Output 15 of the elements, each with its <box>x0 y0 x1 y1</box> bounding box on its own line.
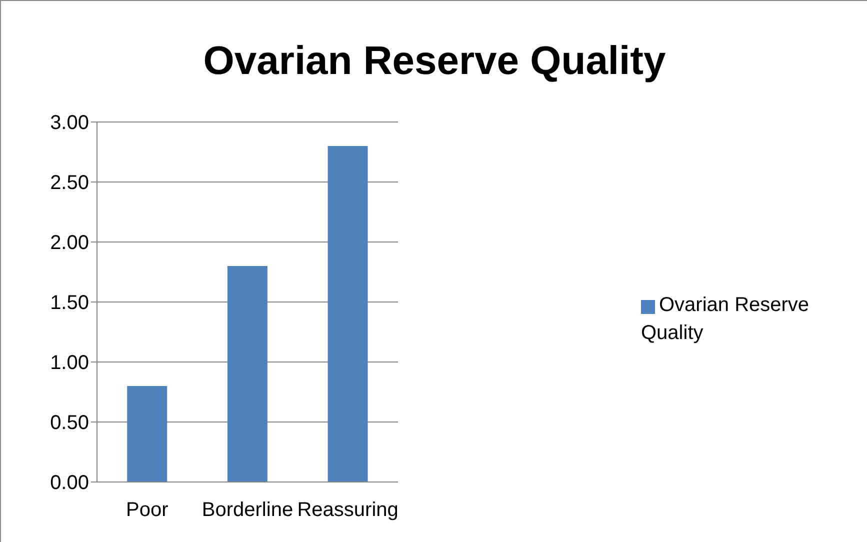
chart-title: Ovarian Reserve Quality <box>202 39 667 84</box>
bar <box>227 266 268 482</box>
x-tick-label: Poor <box>126 499 169 522</box>
bar <box>127 386 168 482</box>
bar <box>328 146 368 482</box>
y-tick-label: 2.00 <box>50 232 89 254</box>
x-tick-label: Reassuring <box>297 499 398 522</box>
y-tick-label: 2.50 <box>50 172 89 194</box>
y-tick-label: 0.50 <box>50 412 89 434</box>
legend-label: Ovarian Reserve Quality <box>641 294 810 344</box>
x-tick-label: Borderline <box>202 499 294 522</box>
y-tick-label: 1.50 <box>50 292 89 314</box>
y-tick-label: 0.00 <box>50 472 89 494</box>
y-tick-label: 3.00 <box>50 112 89 134</box>
y-tick-label: 1.00 <box>50 352 89 374</box>
